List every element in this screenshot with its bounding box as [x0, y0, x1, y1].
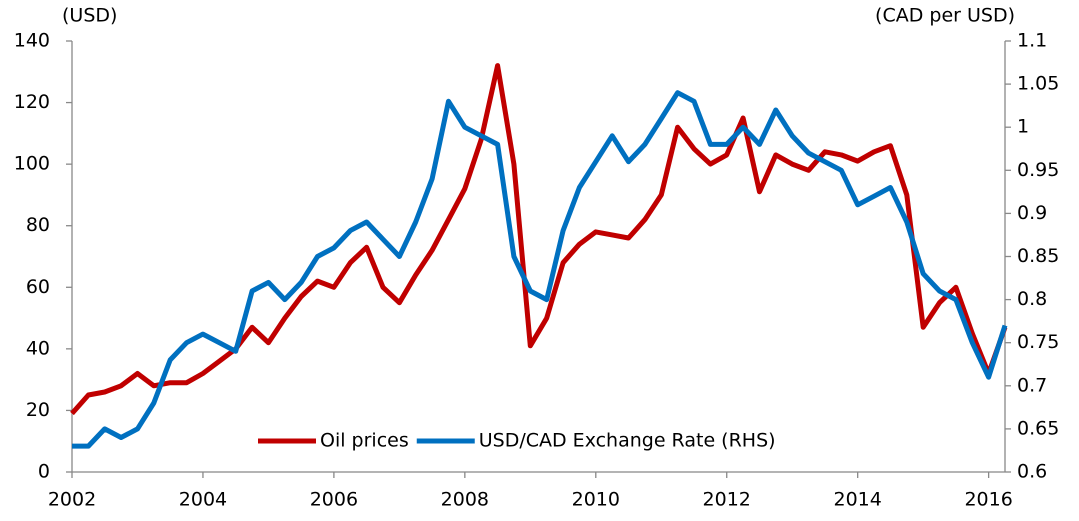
y2-tick-label: 0.65: [1017, 417, 1059, 439]
x-tick-label: 2012: [703, 489, 751, 511]
y2-tick-label: 1.1: [1017, 30, 1047, 52]
x-tick-label: 2016: [964, 489, 1012, 511]
y2-tick-label: 0.7: [1017, 374, 1047, 396]
y-tick-label: 120: [14, 91, 50, 113]
y2-tick-label: 0.8: [1017, 288, 1047, 310]
x-tick-label: 2006: [310, 489, 358, 511]
x-tick-label: 2010: [572, 489, 620, 511]
legend-label: USD/CAD Exchange Rate (RHS): [479, 430, 776, 452]
y2-tick-label: 0.6: [1017, 461, 1047, 483]
y-axis-title: (USD): [62, 5, 117, 27]
y-tick-label: 60: [26, 276, 50, 298]
y2-tick-label: 1.05: [1017, 73, 1059, 95]
y2-tick-label: 0.9: [1017, 202, 1047, 224]
y-tick-label: 80: [26, 214, 50, 236]
y2-tick-label: 1: [1017, 116, 1029, 138]
y-tick-label: 20: [26, 399, 50, 421]
y-tick-label: 100: [14, 153, 50, 175]
series-line: [72, 90, 1008, 449]
y2-tick-label: 0.85: [1017, 245, 1059, 267]
x-tick-label: 2008: [441, 489, 489, 511]
x-tick-label: 2004: [179, 489, 227, 511]
y2-tick-label: 0.75: [1017, 331, 1059, 353]
series-line: [70, 63, 1008, 416]
legend-background: [254, 426, 784, 456]
legend-label: Oil prices: [320, 430, 409, 452]
x-tick-label: 2014: [834, 489, 882, 511]
x-tick-label: 2002: [48, 489, 96, 511]
y2-axis-title: (CAD per USD): [875, 5, 1015, 27]
y2-tick-label: 0.95: [1017, 159, 1059, 181]
y-tick-label: 40: [26, 337, 50, 359]
y-tick-label: 0: [38, 461, 50, 483]
y-tick-label: 140: [14, 30, 50, 52]
